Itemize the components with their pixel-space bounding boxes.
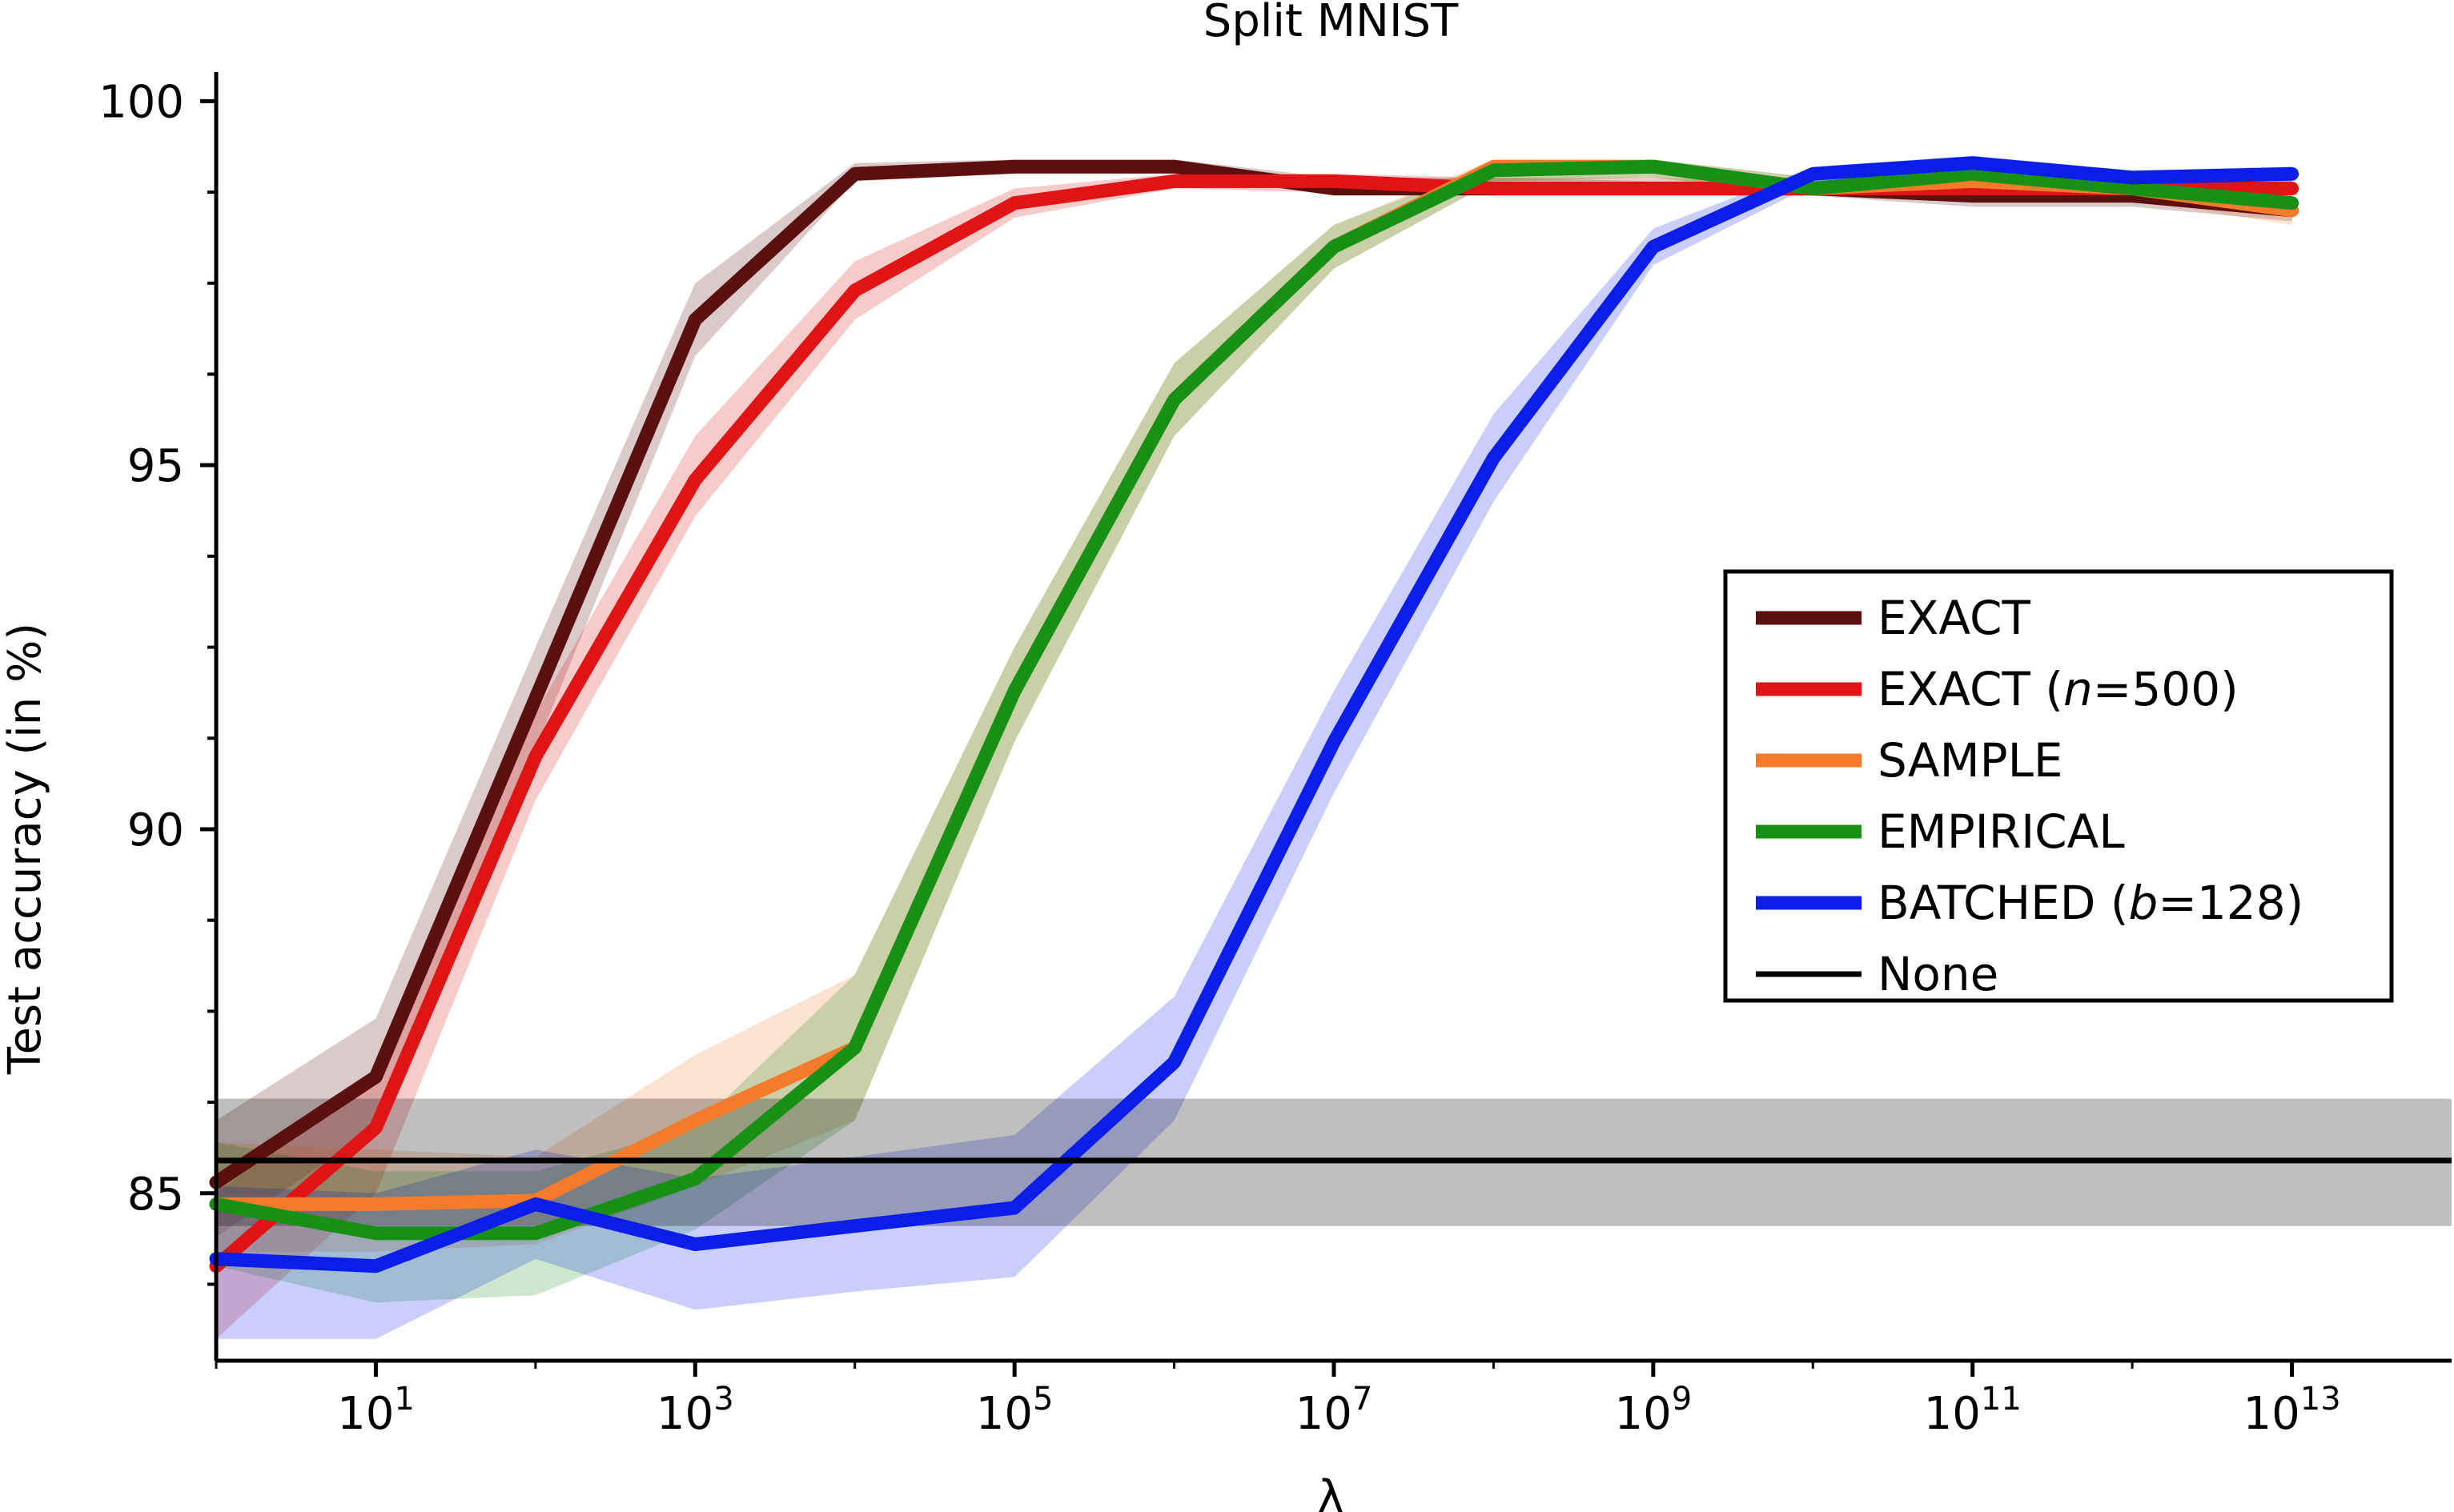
y-tick-label: 100 — [98, 76, 184, 128]
band-exact-n-500 — [216, 174, 2292, 1339]
legend-label-batched-b-128: BATCHED (b=128) — [1878, 876, 2303, 930]
y-axis-label: Test accuracy (in %) — [0, 623, 51, 1075]
x-tick-label: 1011 — [1924, 1381, 2022, 1440]
legend-box — [1723, 569, 2394, 1003]
axes: 85 90 95 100 101 103 105 107 109 1011 1013 — [98, 72, 2452, 1440]
y-tick-label: 95 — [127, 440, 184, 492]
legend: EXACT EXACT (n=500) SAMPLE EMPIRICAL BATCHED… — [1723, 569, 2394, 1003]
chart-title: Split MNIST — [1203, 0, 1459, 47]
band-batched-b-128 — [216, 155, 2292, 1339]
x-tick-label: 107 — [1295, 1381, 1373, 1440]
y-tick-label: 90 — [127, 804, 184, 856]
line-batched-b-128 — [209, 156, 2299, 1273]
x-tick-label: 105 — [976, 1381, 1054, 1440]
x-tick-label: 101 — [337, 1381, 415, 1440]
x-axis-label: λ — [1317, 1471, 1343, 1512]
x-tick-label: 109 — [1614, 1381, 1692, 1440]
legend-label-empirical: EMPIRICAL — [1878, 804, 2125, 859]
x-tick-label: 1013 — [2243, 1381, 2340, 1440]
legend-label-none: None — [1878, 947, 1998, 1001]
legend-label-exact: EXACT — [1878, 591, 2031, 645]
y-tick-label: 85 — [127, 1169, 184, 1221]
line-empirical — [209, 159, 2299, 1241]
legend-label-exact-n-500: EXACT (n=500) — [1878, 662, 2239, 716]
series-lines — [209, 156, 2452, 1273]
x-tick-label: 103 — [657, 1381, 734, 1440]
legend-label-sample: SAMPLE — [1878, 733, 2063, 788]
band-empirical — [216, 159, 2292, 1303]
